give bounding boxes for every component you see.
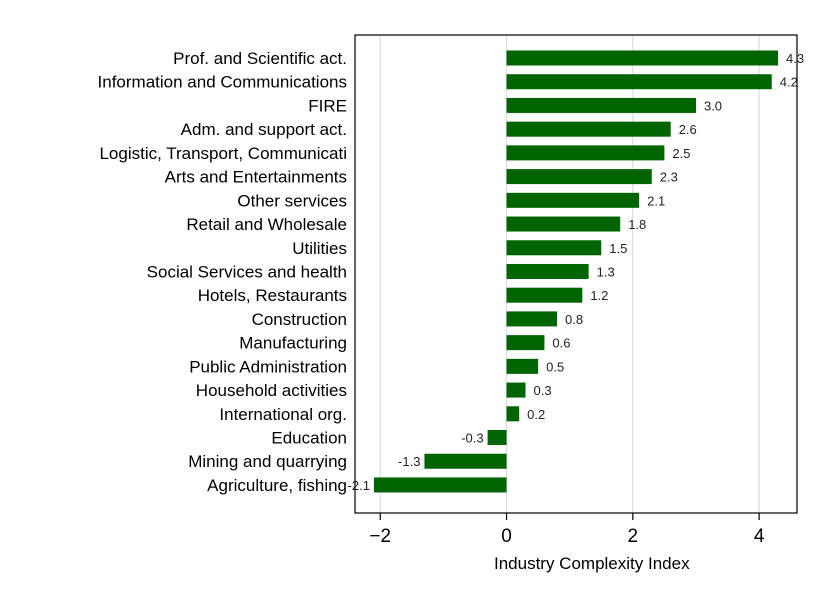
x-axis-ticks: −2 0 2 4	[369, 513, 765, 547]
category-label: Information and Communications	[98, 73, 347, 92]
bar	[506, 169, 652, 185]
value-label: 2.5	[672, 146, 690, 161]
x-tick-label: −2	[369, 526, 391, 547]
bar	[424, 453, 507, 469]
bar	[506, 74, 772, 90]
value-label: 2.1	[647, 193, 665, 208]
value-label: 1.8	[628, 217, 646, 232]
bar	[506, 311, 558, 327]
x-axis-title: Industry Complexity Index	[494, 554, 690, 573]
category-label: Other services	[237, 191, 347, 210]
value-label: 0.8	[565, 312, 583, 327]
value-label: -0.3	[461, 431, 483, 446]
value-label: 0.2	[527, 407, 545, 422]
category-label: Mining and quarrying	[188, 452, 347, 471]
bar	[506, 121, 671, 137]
bar	[506, 216, 621, 232]
category-label: Prof. and Scientific act.	[173, 49, 347, 68]
bar	[506, 287, 583, 303]
value-label: -2.1	[348, 478, 370, 493]
category-label: FIRE	[308, 96, 347, 115]
category-label: Manufacturing	[239, 334, 347, 353]
bar	[506, 145, 665, 161]
value-labels: 4.3 4.2 3.0 2.6 2.5 2.3 2.11.81.5 1.3 1.2 0.8 0.6 0…	[348, 51, 805, 493]
bar	[373, 477, 507, 493]
category-label: Adm. and support act.	[181, 120, 347, 139]
value-label: -1.3	[398, 454, 420, 469]
bar	[506, 97, 696, 113]
value-label: 0.3	[533, 383, 551, 398]
value-label: 3.0	[704, 98, 722, 113]
category-label: Arts and Entertainments	[165, 168, 347, 187]
value-label: 2.6	[679, 122, 697, 137]
bar	[506, 50, 779, 66]
x-tick-label: 0	[501, 526, 512, 547]
value-label: 1.2	[590, 288, 608, 303]
value-label: 4.2	[780, 75, 798, 90]
plot-frame	[354, 34, 798, 514]
value-label: 2.3	[660, 170, 678, 185]
category-label: Retail and Wholesale	[186, 215, 347, 234]
value-label: 1.5	[609, 241, 627, 256]
category-label: Hotels, Restaurants	[198, 286, 347, 305]
bar	[506, 406, 520, 422]
value-label: 4.3	[786, 51, 804, 66]
bar	[506, 192, 640, 208]
bars	[373, 50, 779, 493]
bar	[506, 240, 602, 256]
category-label: Public Administration	[189, 357, 347, 376]
category-label: Construction	[252, 310, 347, 329]
x-tick-label: 2	[628, 526, 639, 547]
category-label: Agriculture, fishing	[207, 476, 347, 495]
category-label: Education	[271, 429, 347, 448]
bar	[506, 263, 589, 279]
bar	[506, 382, 526, 398]
value-label: 0.6	[552, 336, 570, 351]
category-label: Social Services and health	[147, 262, 347, 281]
category-label: Household activities	[196, 381, 347, 400]
value-label: 0.5	[546, 359, 564, 374]
value-label: 1.3	[597, 264, 615, 279]
bar	[506, 335, 545, 351]
bar	[487, 430, 507, 446]
category-label: Utilities	[292, 239, 347, 258]
category-labels: Prof. and Scientific act. Information and…	[98, 49, 347, 495]
x-tick-label: 4	[754, 526, 765, 547]
bar	[506, 358, 539, 374]
category-label: International org.	[219, 405, 347, 424]
category-label: Logistic, Transport, Communicati	[99, 144, 347, 163]
